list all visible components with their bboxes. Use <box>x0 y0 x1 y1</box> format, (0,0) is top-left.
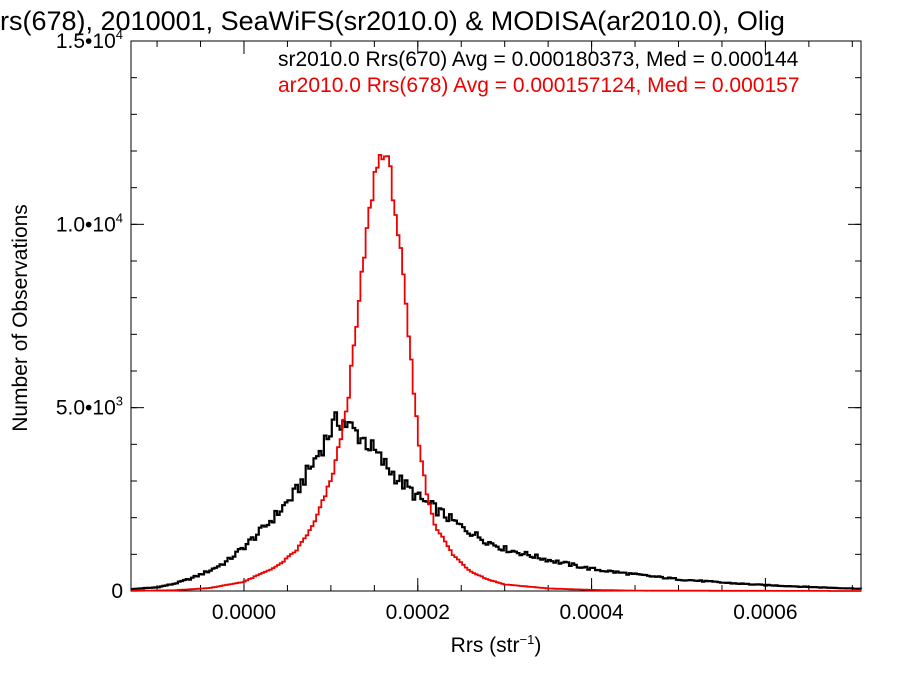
y-tick-mantissa: 1.0•10 <box>56 213 116 236</box>
y-tick-label: 1.5•104 <box>56 27 123 53</box>
x-tick-label: 0.0006 <box>733 601 797 624</box>
legend: sr2010.0 Rrs(670) Avg = 0.000180373, Med… <box>278 48 800 97</box>
y-tick-exponent: 4 <box>116 27 123 42</box>
chart-title: rs(678), 2010001, SeaWiFS(sr2010.0) & MO… <box>0 6 785 36</box>
x-axis-label-base: Rrs (str <box>451 634 520 657</box>
y-tick-exponent: 3 <box>116 394 123 409</box>
y-tick-label: 1.0•104 <box>56 210 123 236</box>
x-tick-label: 0.0004 <box>559 601 624 624</box>
y-tick-exponent: 4 <box>116 210 123 225</box>
y-tick-mantissa: 1.5•10 <box>56 30 116 53</box>
axes: 0.0000 0.0002 0.0004 0.000605.0•1031.0•1041… <box>56 27 862 624</box>
legend-entry-1: sr2010.0 Rrs(670) Avg = 0.000180373, Med… <box>278 48 799 71</box>
y-tick-label: 5.0•103 <box>56 394 123 420</box>
y-tick-mantissa: 5.0•10 <box>56 397 116 420</box>
x-axis-label-close: ) <box>534 634 541 657</box>
x-tick-label: 0.0000 <box>212 601 276 624</box>
y-tick-label: 0 <box>111 580 123 603</box>
series-group <box>131 154 863 592</box>
legend-entry-2: ar2010.0 Rrs(678) Avg = 0.000157124, Med… <box>278 74 800 97</box>
y-tick-mantissa: 0 <box>111 580 123 603</box>
x-axis-label-sup: −1 <box>520 632 535 647</box>
x-tick-label: 0.0002 <box>386 601 450 624</box>
series-2-histogram <box>131 154 861 592</box>
y-axis-label: Number of Observations <box>9 204 32 432</box>
plot-frame <box>130 40 862 592</box>
x-axis-label: Rrs (str−1) <box>451 632 542 657</box>
series-1-histogram <box>131 411 863 591</box>
